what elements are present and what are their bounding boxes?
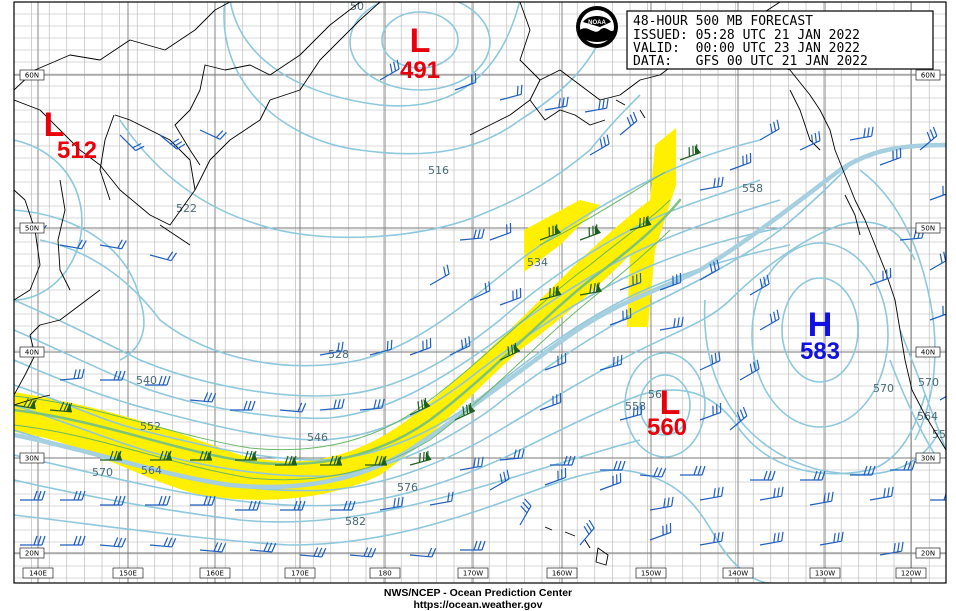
contour-label: 570	[92, 466, 113, 479]
footer-credit: NWS/NCEP - Ocean Prediction Center	[0, 587, 956, 599]
latitude-label: 30N	[25, 455, 39, 463]
longitude-label: 160W	[552, 570, 572, 578]
longitude-label: 180	[378, 570, 391, 578]
longitude-label: 150E	[119, 570, 137, 578]
svg-text:491: 491	[400, 57, 440, 84]
svg-text:583: 583	[800, 338, 840, 365]
svg-text:560: 560	[647, 414, 687, 441]
contour-label: 522	[176, 202, 197, 215]
longitude-label: 130W	[815, 570, 835, 578]
contour-label: 564	[141, 464, 162, 477]
contour-label: 570	[873, 382, 894, 395]
latitude-label: 50N	[921, 225, 935, 233]
svg-text:NOAA: NOAA	[588, 20, 606, 26]
longitude-label: 160E	[206, 570, 224, 578]
longitude-label: 170E	[291, 570, 309, 578]
latitude-label: 30N	[921, 455, 935, 463]
longitude-label: 120W	[901, 570, 921, 578]
longitude-label: 140W	[728, 570, 748, 578]
contour-label: 552	[140, 420, 161, 433]
latitude-label: 40N	[25, 349, 39, 357]
latitude-label: 20N	[25, 550, 39, 558]
contour-label: 534	[527, 256, 548, 269]
contour-label: 582	[345, 515, 366, 528]
noaa-logo: NOAA	[576, 6, 618, 48]
forecast-header: 48-HOUR 500 MB FORECAST ISSUED: 05:28 UT…	[627, 11, 933, 69]
header-title: 48-HOUR 500 MB FORECAST	[633, 14, 813, 29]
latitude-label: 40N	[921, 349, 935, 357]
header-data: DATA: GFS 00 UTC 21 JAN 2022	[633, 54, 868, 69]
svg-text:L: L	[410, 22, 431, 60]
longitude-label: 170W	[463, 570, 483, 578]
contour-label: 564	[917, 410, 938, 423]
contour-label: 576	[397, 481, 418, 494]
latitude-label: 60N	[921, 72, 935, 80]
contour-label: 558	[742, 182, 763, 195]
latitude-label: 20N	[921, 550, 935, 558]
latitude-label: 60N	[25, 72, 39, 80]
footer-url: https://ocean.weather.gov	[0, 599, 956, 611]
contour-label: 516	[428, 164, 449, 177]
longitude-label: 140E	[29, 570, 47, 578]
contour-label: 558	[932, 428, 953, 441]
longitude-label: 150W	[641, 570, 661, 578]
svg-text:512: 512	[57, 137, 97, 164]
contour-label: 546	[307, 431, 328, 444]
latitude-label: 50N	[25, 225, 39, 233]
contour-label: 558	[625, 400, 646, 413]
contour-label: 570	[918, 376, 939, 389]
